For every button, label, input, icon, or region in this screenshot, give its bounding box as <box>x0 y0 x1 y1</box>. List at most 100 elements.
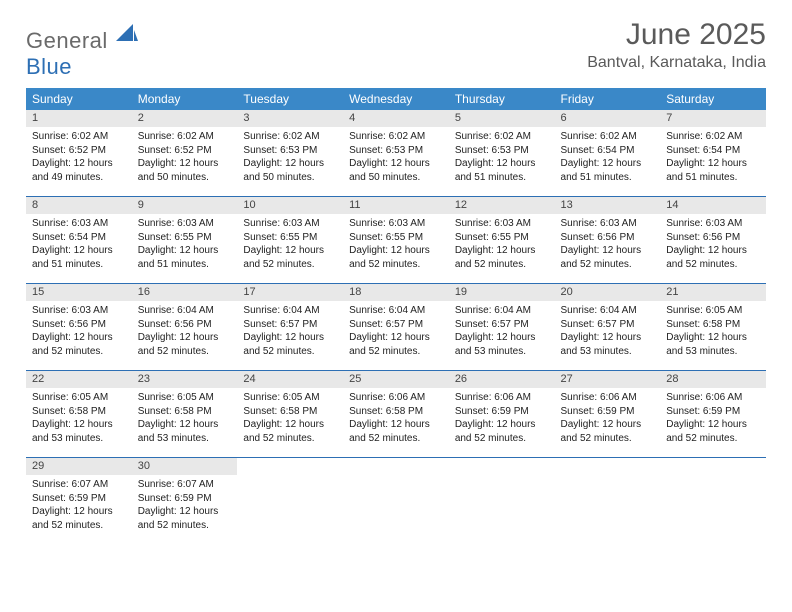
calendar-week: 29Sunrise: 6:07 AMSunset: 6:59 PMDayligh… <box>26 458 766 544</box>
day-details: Sunrise: 6:06 AMSunset: 6:58 PMDaylight:… <box>343 388 449 449</box>
day-details: Sunrise: 6:02 AMSunset: 6:53 PMDaylight:… <box>343 127 449 188</box>
day-number: 24 <box>237 371 343 388</box>
calendar-cell: 14Sunrise: 6:03 AMSunset: 6:56 PMDayligh… <box>660 197 766 283</box>
calendar-cell <box>237 458 343 544</box>
day-details: Sunrise: 6:03 AMSunset: 6:55 PMDaylight:… <box>237 214 343 275</box>
day-number: 8 <box>26 197 132 214</box>
weekday-header: Saturday <box>660 88 766 110</box>
calendar-cell: 23Sunrise: 6:05 AMSunset: 6:58 PMDayligh… <box>132 371 238 457</box>
calendar-page: General Blue June 2025 Bantval, Karnatak… <box>0 0 792 564</box>
day-details: Sunrise: 6:03 AMSunset: 6:56 PMDaylight:… <box>660 214 766 275</box>
brand-word1: General <box>26 28 108 53</box>
day-details: Sunrise: 6:06 AMSunset: 6:59 PMDaylight:… <box>660 388 766 449</box>
calendar-cell: 18Sunrise: 6:04 AMSunset: 6:57 PMDayligh… <box>343 284 449 370</box>
day-number: 28 <box>660 371 766 388</box>
day-number: 21 <box>660 284 766 301</box>
brand-logo: General Blue <box>26 18 138 80</box>
calendar-cell <box>449 458 555 544</box>
day-number: 22 <box>26 371 132 388</box>
calendar-cell <box>555 458 661 544</box>
calendar-cell <box>660 458 766 544</box>
calendar-cell: 4Sunrise: 6:02 AMSunset: 6:53 PMDaylight… <box>343 110 449 196</box>
day-details: Sunrise: 6:03 AMSunset: 6:56 PMDaylight:… <box>555 214 661 275</box>
day-number: 27 <box>555 371 661 388</box>
calendar-cell: 17Sunrise: 6:04 AMSunset: 6:57 PMDayligh… <box>237 284 343 370</box>
weekday-header: Thursday <box>449 88 555 110</box>
day-number: 9 <box>132 197 238 214</box>
day-details: Sunrise: 6:03 AMSunset: 6:55 PMDaylight:… <box>449 214 555 275</box>
day-details: Sunrise: 6:02 AMSunset: 6:52 PMDaylight:… <box>26 127 132 188</box>
calendar-week: 15Sunrise: 6:03 AMSunset: 6:56 PMDayligh… <box>26 284 766 370</box>
weekday-header: Sunday <box>26 88 132 110</box>
day-details: Sunrise: 6:05 AMSunset: 6:58 PMDaylight:… <box>237 388 343 449</box>
calendar-week: 8Sunrise: 6:03 AMSunset: 6:54 PMDaylight… <box>26 197 766 283</box>
title-block: June 2025 Bantval, Karnataka, India <box>587 18 766 72</box>
day-number: 4 <box>343 110 449 127</box>
day-number: 26 <box>449 371 555 388</box>
day-number: 15 <box>26 284 132 301</box>
calendar-cell: 10Sunrise: 6:03 AMSunset: 6:55 PMDayligh… <box>237 197 343 283</box>
calendar-cell: 9Sunrise: 6:03 AMSunset: 6:55 PMDaylight… <box>132 197 238 283</box>
day-number: 6 <box>555 110 661 127</box>
calendar-cell: 3Sunrise: 6:02 AMSunset: 6:53 PMDaylight… <box>237 110 343 196</box>
day-details: Sunrise: 6:04 AMSunset: 6:57 PMDaylight:… <box>343 301 449 362</box>
day-details: Sunrise: 6:04 AMSunset: 6:57 PMDaylight:… <box>237 301 343 362</box>
day-details: Sunrise: 6:06 AMSunset: 6:59 PMDaylight:… <box>555 388 661 449</box>
day-details: Sunrise: 6:04 AMSunset: 6:57 PMDaylight:… <box>449 301 555 362</box>
day-details: Sunrise: 6:07 AMSunset: 6:59 PMDaylight:… <box>132 475 238 536</box>
calendar-cell: 13Sunrise: 6:03 AMSunset: 6:56 PMDayligh… <box>555 197 661 283</box>
calendar-cell: 5Sunrise: 6:02 AMSunset: 6:53 PMDaylight… <box>449 110 555 196</box>
calendar-cell: 6Sunrise: 6:02 AMSunset: 6:54 PMDaylight… <box>555 110 661 196</box>
month-title: June 2025 <box>587 18 766 52</box>
day-number: 23 <box>132 371 238 388</box>
day-number: 25 <box>343 371 449 388</box>
day-details: Sunrise: 6:02 AMSunset: 6:54 PMDaylight:… <box>555 127 661 188</box>
day-number: 30 <box>132 458 238 475</box>
day-number: 10 <box>237 197 343 214</box>
day-number: 20 <box>555 284 661 301</box>
calendar-cell: 21Sunrise: 6:05 AMSunset: 6:58 PMDayligh… <box>660 284 766 370</box>
weekday-header: Wednesday <box>343 88 449 110</box>
calendar-cell: 28Sunrise: 6:06 AMSunset: 6:59 PMDayligh… <box>660 371 766 457</box>
day-number: 5 <box>449 110 555 127</box>
brand-text: General Blue <box>26 24 138 80</box>
calendar-cell: 8Sunrise: 6:03 AMSunset: 6:54 PMDaylight… <box>26 197 132 283</box>
day-details: Sunrise: 6:03 AMSunset: 6:55 PMDaylight:… <box>132 214 238 275</box>
calendar-cell: 7Sunrise: 6:02 AMSunset: 6:54 PMDaylight… <box>660 110 766 196</box>
day-number: 19 <box>449 284 555 301</box>
day-number: 16 <box>132 284 238 301</box>
day-details: Sunrise: 6:03 AMSunset: 6:55 PMDaylight:… <box>343 214 449 275</box>
day-details: Sunrise: 6:02 AMSunset: 6:53 PMDaylight:… <box>237 127 343 188</box>
day-details: Sunrise: 6:04 AMSunset: 6:57 PMDaylight:… <box>555 301 661 362</box>
day-number: 12 <box>449 197 555 214</box>
day-details: Sunrise: 6:07 AMSunset: 6:59 PMDaylight:… <box>26 475 132 536</box>
calendar-cell: 30Sunrise: 6:07 AMSunset: 6:59 PMDayligh… <box>132 458 238 544</box>
day-details: Sunrise: 6:06 AMSunset: 6:59 PMDaylight:… <box>449 388 555 449</box>
day-number: 3 <box>237 110 343 127</box>
calendar-week: 22Sunrise: 6:05 AMSunset: 6:58 PMDayligh… <box>26 371 766 457</box>
day-details: Sunrise: 6:02 AMSunset: 6:52 PMDaylight:… <box>132 127 238 188</box>
calendar-cell: 26Sunrise: 6:06 AMSunset: 6:59 PMDayligh… <box>449 371 555 457</box>
calendar-cell: 29Sunrise: 6:07 AMSunset: 6:59 PMDayligh… <box>26 458 132 544</box>
weekday-header: Friday <box>555 88 661 110</box>
calendar-cell: 2Sunrise: 6:02 AMSunset: 6:52 PMDaylight… <box>132 110 238 196</box>
day-number: 29 <box>26 458 132 475</box>
calendar-cell: 11Sunrise: 6:03 AMSunset: 6:55 PMDayligh… <box>343 197 449 283</box>
calendar-cell: 22Sunrise: 6:05 AMSunset: 6:58 PMDayligh… <box>26 371 132 457</box>
day-number: 2 <box>132 110 238 127</box>
calendar-body: 1Sunrise: 6:02 AMSunset: 6:52 PMDaylight… <box>26 110 766 544</box>
calendar-table: SundayMondayTuesdayWednesdayThursdayFrid… <box>26 88 766 544</box>
day-details: Sunrise: 6:05 AMSunset: 6:58 PMDaylight:… <box>26 388 132 449</box>
calendar-cell: 19Sunrise: 6:04 AMSunset: 6:57 PMDayligh… <box>449 284 555 370</box>
calendar-head: SundayMondayTuesdayWednesdayThursdayFrid… <box>26 88 766 110</box>
calendar-cell: 20Sunrise: 6:04 AMSunset: 6:57 PMDayligh… <box>555 284 661 370</box>
sail-icon <box>116 24 138 42</box>
location-subtitle: Bantval, Karnataka, India <box>587 54 766 72</box>
calendar-cell: 16Sunrise: 6:04 AMSunset: 6:56 PMDayligh… <box>132 284 238 370</box>
calendar-cell: 24Sunrise: 6:05 AMSunset: 6:58 PMDayligh… <box>237 371 343 457</box>
weekday-header: Monday <box>132 88 238 110</box>
day-details: Sunrise: 6:03 AMSunset: 6:56 PMDaylight:… <box>26 301 132 362</box>
calendar-cell: 1Sunrise: 6:02 AMSunset: 6:52 PMDaylight… <box>26 110 132 196</box>
day-number: 1 <box>26 110 132 127</box>
day-number: 14 <box>660 197 766 214</box>
